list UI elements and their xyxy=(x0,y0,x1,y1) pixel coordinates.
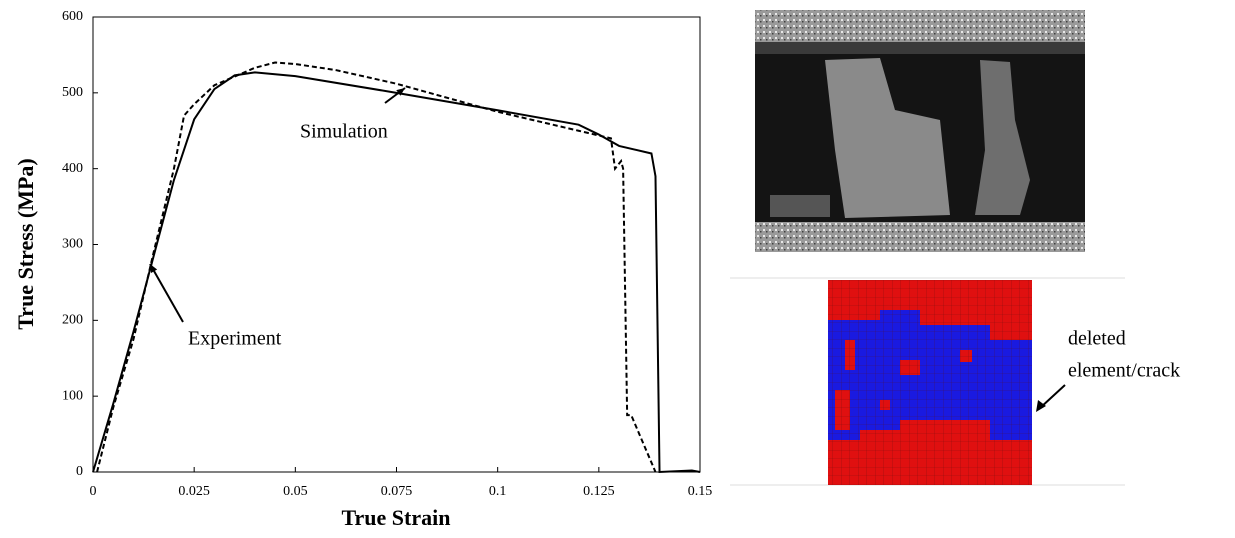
x-tick-label: 0.025 xyxy=(178,484,210,499)
x-tick-label: 0 xyxy=(90,484,97,499)
figure-label: deleted xyxy=(1068,328,1126,350)
y-axis-label: True Stress (MPa) xyxy=(13,158,38,329)
series-line xyxy=(96,61,657,473)
y-tick-label: 100 xyxy=(62,388,83,403)
y-tick-label: 500 xyxy=(62,85,83,100)
y-tick-label: 600 xyxy=(62,9,83,24)
specimen-photo xyxy=(755,10,1085,252)
x-tick-label: 0.05 xyxy=(283,484,308,499)
x-axis-label: True Strain xyxy=(342,505,451,530)
plot-frame xyxy=(92,16,701,473)
series-line xyxy=(92,71,701,474)
y-tick-label: 0 xyxy=(76,464,83,479)
x-tick-label: 0.075 xyxy=(381,484,413,499)
annotation: Simulation xyxy=(300,121,388,143)
y-tick-label: 300 xyxy=(62,237,83,252)
x-tick-label: 0.1 xyxy=(489,484,507,499)
figure-label: element/crack xyxy=(1068,360,1180,382)
arrow-head xyxy=(1036,400,1046,412)
annotation: Experiment xyxy=(188,328,282,350)
annotation-arrow-head xyxy=(396,88,405,96)
annotation-arrow-head xyxy=(150,264,158,273)
x-tick-label: 0.15 xyxy=(688,484,713,499)
y-tick-label: 400 xyxy=(62,161,83,176)
y-tick-label: 200 xyxy=(62,313,83,328)
simulation-mesh xyxy=(730,277,1125,486)
annotation-arrow xyxy=(149,263,184,323)
arrow xyxy=(1039,384,1066,409)
x-tick-label: 0.125 xyxy=(583,484,615,499)
